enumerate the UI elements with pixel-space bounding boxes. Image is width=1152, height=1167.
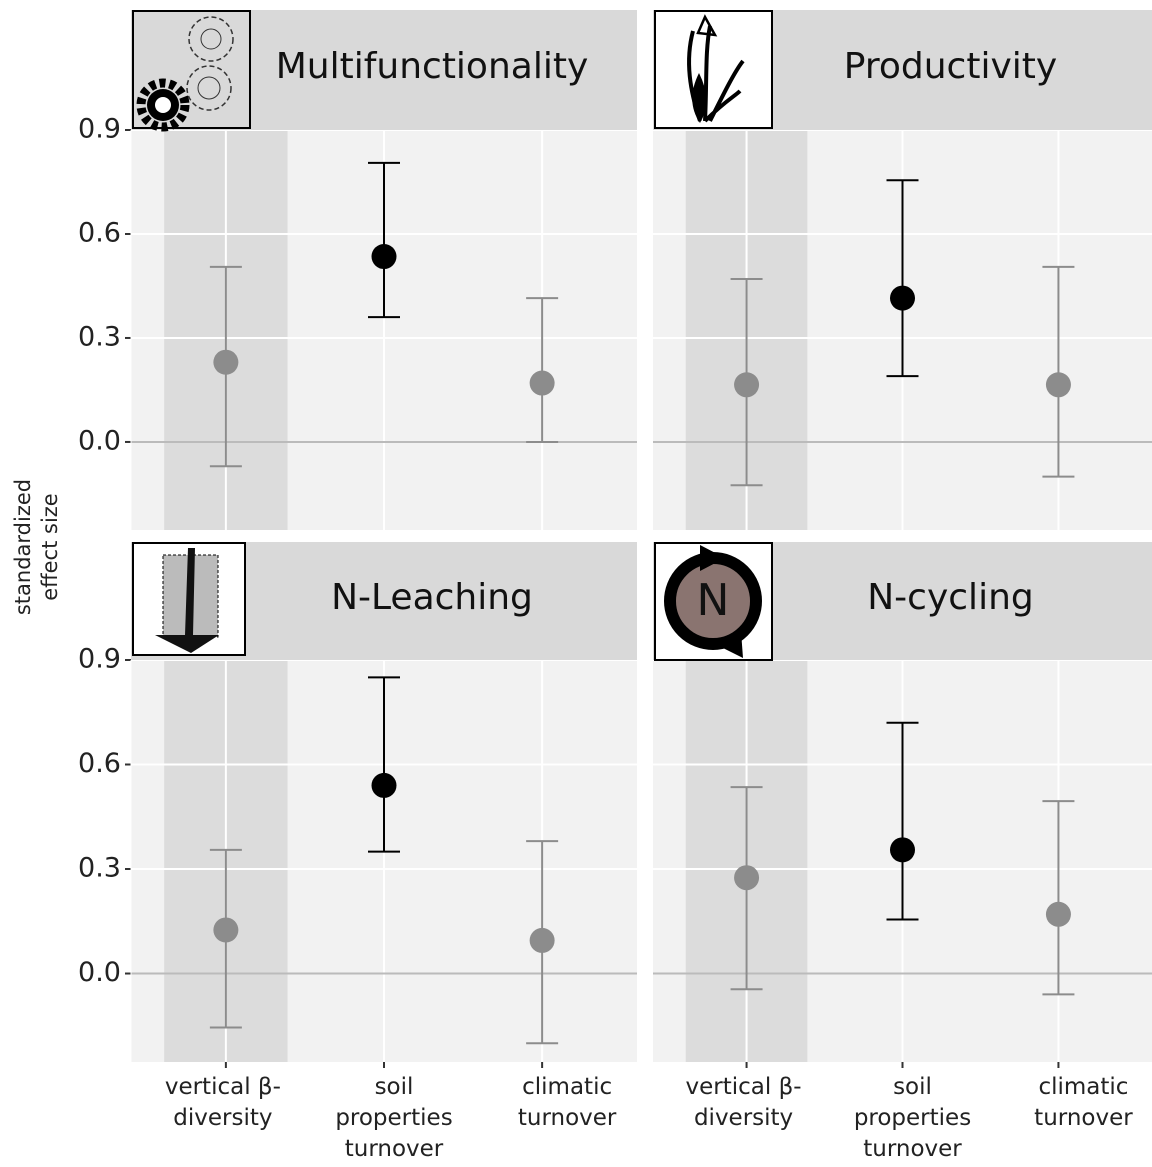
point bbox=[734, 372, 759, 397]
point bbox=[213, 350, 238, 375]
panel-icon bbox=[655, 11, 772, 128]
point bbox=[734, 865, 759, 890]
chart: 0.0 0.3 0.6 0.9 Multifunctionality Productivi… bbox=[0, 0, 1152, 1167]
point bbox=[1046, 372, 1071, 397]
panel-icon: N bbox=[655, 543, 772, 660]
panel-icon bbox=[133, 543, 245, 655]
y-tick-label: 0.3 bbox=[78, 853, 121, 884]
x-tick-label: soil properties turnover bbox=[319, 1072, 469, 1165]
y-tick-label: 0.6 bbox=[78, 217, 121, 248]
point bbox=[1046, 902, 1071, 927]
x-tick-label: climatic turnover bbox=[492, 1072, 642, 1134]
y-tick-label: 0.6 bbox=[78, 748, 121, 779]
point bbox=[890, 286, 915, 311]
icon-gear bbox=[155, 97, 171, 113]
y-tick-label: 0.9 bbox=[78, 644, 121, 675]
y-tick-label: 0.3 bbox=[78, 321, 121, 352]
point bbox=[372, 244, 397, 269]
x-tick-label: vertical β-diversity bbox=[148, 1072, 298, 1134]
x-tick-label: climatic turnover bbox=[1008, 1072, 1152, 1134]
x-tick-label: vertical β-diversity bbox=[669, 1072, 819, 1134]
panel-icon bbox=[133, 11, 250, 128]
panel-title: N-cycling bbox=[867, 577, 1033, 618]
y-tick-label: 0.0 bbox=[78, 957, 121, 988]
point bbox=[890, 837, 915, 862]
y-axis-label: standardized effect size bbox=[10, 467, 64, 627]
point bbox=[530, 371, 555, 396]
point bbox=[530, 928, 555, 953]
panel-title: Multifunctionality bbox=[276, 46, 589, 87]
y-tick-label: 0.0 bbox=[78, 425, 121, 456]
panel-title: N-Leaching bbox=[331, 577, 533, 618]
panel-title: Productivity bbox=[844, 46, 1057, 87]
point bbox=[372, 773, 397, 798]
y-tick-label: 0.9 bbox=[78, 114, 121, 145]
x-tick-label: soil properties turnover bbox=[838, 1072, 988, 1165]
figure: 0.0 0.3 0.6 0.9 Multifunctionality Productivi… bbox=[0, 0, 1152, 1167]
point bbox=[213, 917, 238, 942]
icon-label: N bbox=[697, 575, 730, 626]
